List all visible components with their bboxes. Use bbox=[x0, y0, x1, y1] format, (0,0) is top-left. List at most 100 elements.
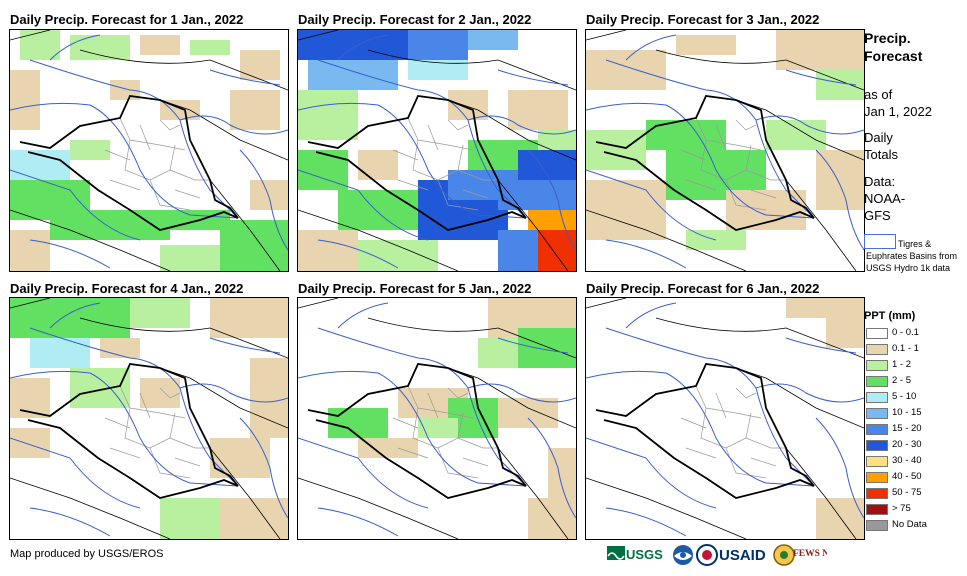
as-of-line1: as of bbox=[864, 87, 893, 102]
river-basin-line bbox=[605, 59, 815, 219]
river-basin-line bbox=[586, 437, 717, 509]
province-border bbox=[457, 169, 498, 181]
legend-title: PPT (mm) bbox=[864, 310, 916, 322]
precip-cell bbox=[20, 30, 60, 60]
precip-layer bbox=[298, 30, 576, 271]
precip-cell bbox=[70, 140, 110, 160]
province-border bbox=[427, 124, 439, 151]
fewsnet-logo: FEWS NET bbox=[773, 544, 827, 566]
precip-cell bbox=[478, 338, 518, 368]
legend-label: 40 - 50 bbox=[892, 471, 922, 482]
country-border bbox=[586, 298, 627, 309]
legend-swatch bbox=[866, 488, 888, 499]
river-basin-line bbox=[625, 302, 677, 329]
precip-cell bbox=[220, 498, 288, 539]
province-border bbox=[750, 189, 777, 199]
map-canvas bbox=[298, 298, 576, 539]
river-basin-line bbox=[605, 327, 815, 487]
iraq-border bbox=[307, 363, 527, 499]
precip-cell bbox=[140, 378, 180, 408]
legend-label: 30 - 40 bbox=[892, 455, 922, 466]
province-border bbox=[149, 179, 191, 211]
province-border bbox=[685, 447, 717, 459]
country-border bbox=[497, 179, 569, 271]
river-basin-line bbox=[755, 115, 864, 135]
province-border bbox=[750, 457, 777, 467]
country-border bbox=[367, 317, 576, 359]
sidebar-title-line2: Forecast bbox=[864, 48, 923, 64]
legend-swatch bbox=[866, 408, 888, 419]
legend-swatch bbox=[866, 520, 888, 531]
province-border bbox=[392, 417, 419, 429]
precip-cell bbox=[776, 30, 864, 70]
river-basin-line bbox=[317, 59, 527, 219]
country-border bbox=[298, 477, 459, 539]
precip-cell bbox=[766, 120, 826, 150]
legend-label: 2 - 5 bbox=[892, 375, 912, 386]
country-border bbox=[655, 317, 864, 359]
province-border bbox=[447, 144, 474, 151]
totals-line1: Daily bbox=[864, 130, 893, 145]
country-border bbox=[159, 367, 288, 429]
precip-cell bbox=[230, 90, 280, 130]
legend-swatch bbox=[866, 392, 888, 403]
province-border bbox=[109, 447, 141, 459]
river-basin-line bbox=[10, 437, 141, 509]
country-border bbox=[785, 447, 857, 539]
legend-label: 20 - 30 bbox=[892, 439, 922, 450]
river-basin-line bbox=[179, 383, 288, 403]
precip-cell bbox=[160, 245, 220, 271]
river-basin-line bbox=[815, 149, 864, 251]
river-basin-line bbox=[29, 507, 111, 537]
province-border bbox=[725, 447, 767, 479]
country-border bbox=[10, 209, 171, 271]
iraq-border bbox=[595, 95, 815, 231]
legend-label: 15 - 20 bbox=[892, 423, 922, 434]
province-border bbox=[680, 417, 707, 429]
river-basin-line bbox=[586, 102, 815, 219]
precip-cell bbox=[250, 180, 288, 210]
province-border bbox=[735, 412, 762, 419]
country-border bbox=[298, 298, 339, 309]
precip-cell bbox=[240, 50, 280, 80]
province-border bbox=[169, 437, 210, 449]
precip-cell bbox=[298, 90, 358, 140]
legend-label: > 75 bbox=[892, 503, 911, 514]
river-basin-line bbox=[298, 169, 429, 241]
province-border bbox=[725, 179, 767, 211]
precip-cell bbox=[308, 60, 398, 90]
river-basin-line bbox=[467, 383, 576, 403]
river-basin-line bbox=[755, 383, 864, 403]
precip-cell bbox=[160, 498, 220, 539]
river-basin-line bbox=[29, 59, 239, 219]
precip-cell bbox=[10, 428, 50, 458]
precip-cell bbox=[498, 230, 538, 271]
river-basin-line bbox=[497, 69, 569, 86]
province-border bbox=[745, 169, 786, 181]
river-basin-line bbox=[29, 327, 239, 487]
precip-cell bbox=[220, 220, 288, 271]
river-basin-line bbox=[586, 370, 815, 487]
precip-cell bbox=[250, 358, 288, 438]
precip-layer bbox=[10, 30, 288, 271]
precip-layer bbox=[586, 30, 864, 250]
province-border bbox=[169, 169, 210, 181]
legend-label: 1 - 2 bbox=[892, 359, 912, 370]
precip-cell bbox=[538, 230, 576, 271]
map-credit: Map produced by USGS/EROS bbox=[10, 548, 164, 560]
iraq-border bbox=[19, 363, 239, 499]
river-basin-line bbox=[239, 417, 288, 519]
map-panel-3 bbox=[585, 29, 865, 272]
precip-layer bbox=[786, 298, 864, 539]
river-basin-line bbox=[317, 327, 527, 487]
usaid-logo: USAID bbox=[696, 544, 766, 566]
legend-swatch bbox=[866, 472, 888, 483]
precip-cell bbox=[110, 80, 140, 100]
partner-logos: USGS USAID FEWS NET bbox=[607, 544, 827, 566]
river-basin-line bbox=[815, 417, 864, 519]
province-border bbox=[457, 437, 498, 449]
legend-label: 50 - 75 bbox=[892, 487, 922, 498]
country-border bbox=[447, 367, 576, 429]
country-border bbox=[298, 30, 339, 41]
precip-cell bbox=[548, 448, 576, 498]
